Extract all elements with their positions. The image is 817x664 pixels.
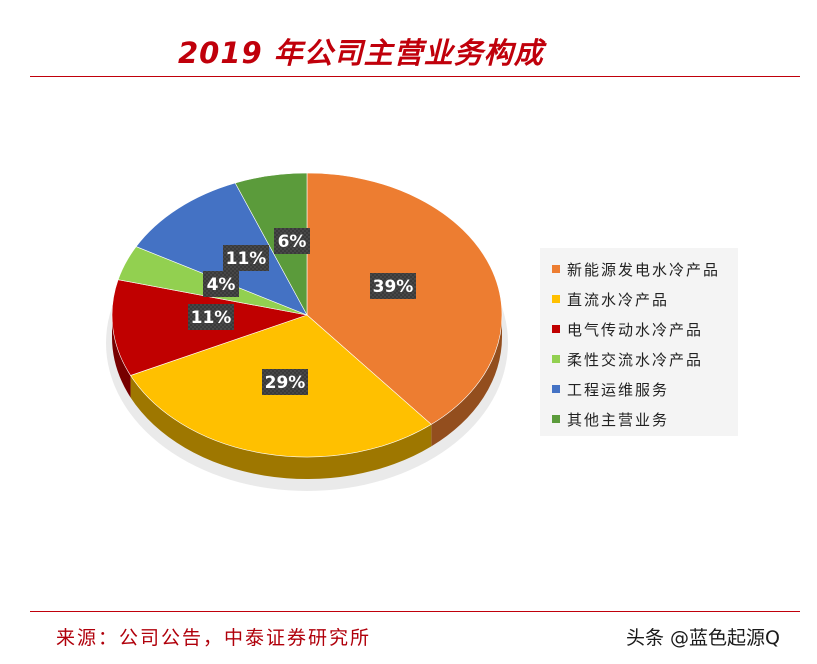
chart-legend: 新能源发电水冷产品 直流水冷产品电气传动水冷产品 柔性交流水冷产品 工程运维服务 其他主… [540, 248, 738, 436]
legend-swatch [552, 265, 560, 273]
legend-label: 柔性交流水冷产品 [567, 350, 704, 369]
page-title: 2019 年公司主营业务构成 [178, 36, 544, 70]
data-label-text: 6% [278, 232, 307, 252]
pie-slice-side-1 [431, 315, 502, 447]
data-label-6: 6% [274, 228, 310, 254]
legend-label: 直流水冷产品 [567, 290, 670, 309]
legend-label: 工程运维服务 [567, 380, 670, 399]
legend-swatch [552, 415, 560, 423]
legend-label: 电气传动水冷产品 [567, 320, 704, 339]
pie-slice-side-3 [112, 315, 131, 398]
legend-item-1: 新能源发电水冷产品 [552, 254, 738, 284]
data-label-1: 39% [370, 273, 416, 299]
data-label-text: 4% [207, 275, 236, 295]
legend-item-4: 柔性交流水冷产品 [552, 344, 738, 374]
data-label-4: 4% [203, 271, 239, 297]
legend-item-2: 直流水冷产品 [552, 284, 738, 314]
pie-slice-side-2 [130, 375, 432, 479]
legend-item-5: 工程运维服务 [552, 374, 738, 404]
data-label-box [223, 245, 269, 271]
legend-swatch [552, 385, 560, 393]
pie-slice-5 [135, 182, 308, 316]
data-label-box [188, 304, 234, 330]
pie-slice-6 [234, 172, 308, 316]
data-label-box [370, 273, 416, 299]
data-label-text: 11% [226, 249, 267, 269]
watermark: 头条 @蓝色起源Q [626, 627, 780, 649]
legend-swatch [552, 355, 560, 363]
data-label-text: 39% [373, 277, 414, 297]
source-note: 来源：公司公告，中泰证券研究所 [56, 627, 372, 649]
data-label-box [274, 228, 310, 254]
legend-swatch [552, 325, 560, 333]
legend-label: 其他主营业务 [567, 410, 670, 429]
data-label-2: 29% [262, 369, 308, 395]
legend-label: 新能源发电水冷产品 [567, 260, 721, 279]
legend-item-6: 其他主营业务 [552, 404, 738, 434]
data-label-box [203, 271, 239, 297]
data-label-box [262, 369, 308, 395]
data-label-5: 11% [223, 245, 269, 271]
title-divider [30, 76, 800, 77]
footer-divider [30, 611, 800, 612]
data-label-3: 11% [188, 304, 234, 330]
legend-swatch [552, 295, 560, 303]
data-label-text: 29% [265, 373, 306, 393]
legend-item-3: 电气传动水冷产品 [552, 314, 738, 344]
data-label-text: 11% [191, 308, 232, 328]
